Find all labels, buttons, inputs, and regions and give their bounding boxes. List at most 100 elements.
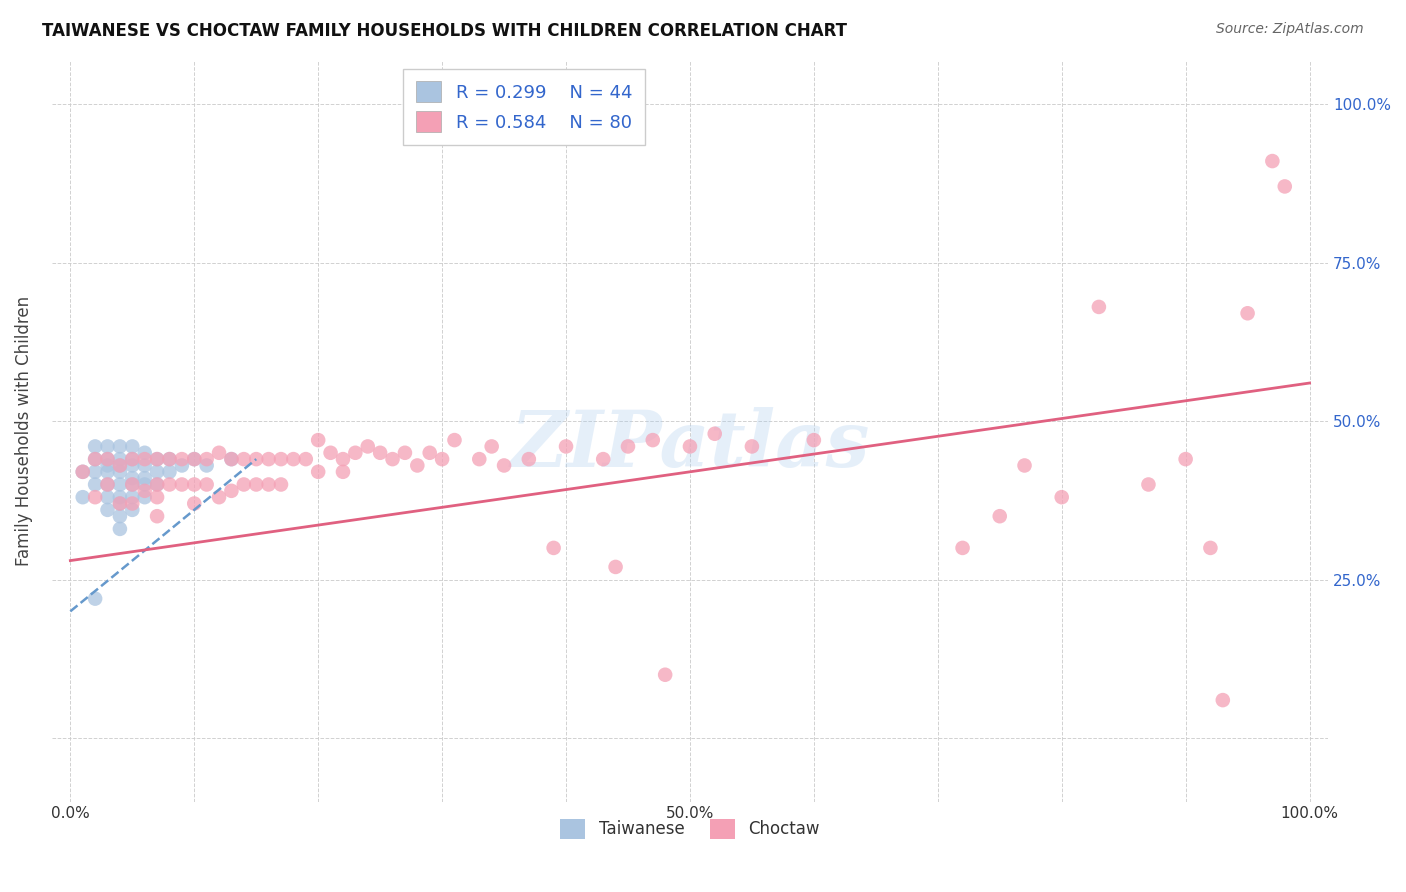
- Point: [1050, 490, 1073, 504]
- Point: [332, 452, 354, 467]
- Point: [1088, 300, 1111, 314]
- Point: [481, 439, 503, 453]
- Point: [270, 477, 292, 491]
- Point: [84, 452, 107, 467]
- Point: [654, 667, 676, 681]
- Point: [319, 446, 342, 460]
- Point: [468, 452, 491, 467]
- Point: [307, 433, 329, 447]
- Point: [134, 458, 156, 473]
- Point: [121, 458, 143, 473]
- Point: [84, 439, 107, 453]
- Point: [344, 446, 367, 460]
- Point: [121, 477, 143, 491]
- Point: [159, 452, 181, 467]
- Point: [208, 446, 231, 460]
- Point: [134, 452, 156, 467]
- Point: [72, 465, 94, 479]
- Point: [146, 490, 169, 504]
- Point: [283, 452, 305, 467]
- Point: [84, 465, 107, 479]
- Point: [368, 446, 391, 460]
- Point: [121, 452, 143, 467]
- Point: [394, 446, 416, 460]
- Point: [108, 452, 131, 467]
- Point: [159, 465, 181, 479]
- Point: [146, 452, 169, 467]
- Point: [1174, 452, 1197, 467]
- Point: [592, 452, 614, 467]
- Point: [1236, 306, 1258, 320]
- Point: [232, 477, 254, 491]
- Text: TAIWANESE VS CHOCTAW FAMILY HOUSEHOLDS WITH CHILDREN CORRELATION CHART: TAIWANESE VS CHOCTAW FAMILY HOUSEHOLDS W…: [42, 22, 848, 40]
- Point: [803, 433, 825, 447]
- Point: [108, 496, 131, 510]
- Point: [195, 452, 218, 467]
- Point: [208, 490, 231, 504]
- Point: [183, 496, 205, 510]
- Point: [84, 591, 107, 606]
- Point: [195, 458, 218, 473]
- Point: [108, 496, 131, 510]
- Point: [494, 458, 516, 473]
- Point: [96, 490, 118, 504]
- Point: [72, 465, 94, 479]
- Point: [517, 452, 540, 467]
- Point: [952, 541, 974, 555]
- Y-axis label: Family Households with Children: Family Households with Children: [15, 295, 32, 566]
- Point: [245, 477, 267, 491]
- Point: [84, 452, 107, 467]
- Point: [419, 446, 441, 460]
- Point: [108, 465, 131, 479]
- Point: [406, 458, 429, 473]
- Point: [96, 503, 118, 517]
- Point: [443, 433, 465, 447]
- Point: [294, 452, 316, 467]
- Point: [257, 452, 280, 467]
- Point: [170, 458, 193, 473]
- Text: Source: ZipAtlas.com: Source: ZipAtlas.com: [1216, 22, 1364, 37]
- Point: [121, 503, 143, 517]
- Point: [146, 509, 169, 524]
- Point: [232, 452, 254, 467]
- Point: [332, 465, 354, 479]
- Point: [96, 477, 118, 491]
- Point: [555, 439, 578, 453]
- Point: [134, 477, 156, 491]
- Point: [183, 452, 205, 467]
- Point: [221, 452, 243, 467]
- Point: [108, 490, 131, 504]
- Point: [195, 477, 218, 491]
- Point: [108, 522, 131, 536]
- Point: [108, 477, 131, 491]
- Point: [221, 483, 243, 498]
- Point: [121, 490, 143, 504]
- Point: [741, 439, 763, 453]
- Point: [543, 541, 565, 555]
- Point: [96, 439, 118, 453]
- Point: [1199, 541, 1222, 555]
- Point: [159, 477, 181, 491]
- Point: [96, 452, 118, 467]
- Point: [108, 458, 131, 473]
- Point: [134, 446, 156, 460]
- Point: [183, 477, 205, 491]
- Point: [121, 439, 143, 453]
- Point: [96, 452, 118, 467]
- Point: [357, 439, 380, 453]
- Point: [134, 483, 156, 498]
- Point: [108, 458, 131, 473]
- Point: [121, 496, 143, 510]
- Point: [307, 465, 329, 479]
- Point: [430, 452, 453, 467]
- Point: [183, 452, 205, 467]
- Point: [96, 465, 118, 479]
- Point: [108, 439, 131, 453]
- Point: [988, 509, 1011, 524]
- Point: [1274, 179, 1296, 194]
- Point: [703, 426, 725, 441]
- Point: [159, 452, 181, 467]
- Point: [108, 509, 131, 524]
- Point: [146, 477, 169, 491]
- Point: [121, 471, 143, 485]
